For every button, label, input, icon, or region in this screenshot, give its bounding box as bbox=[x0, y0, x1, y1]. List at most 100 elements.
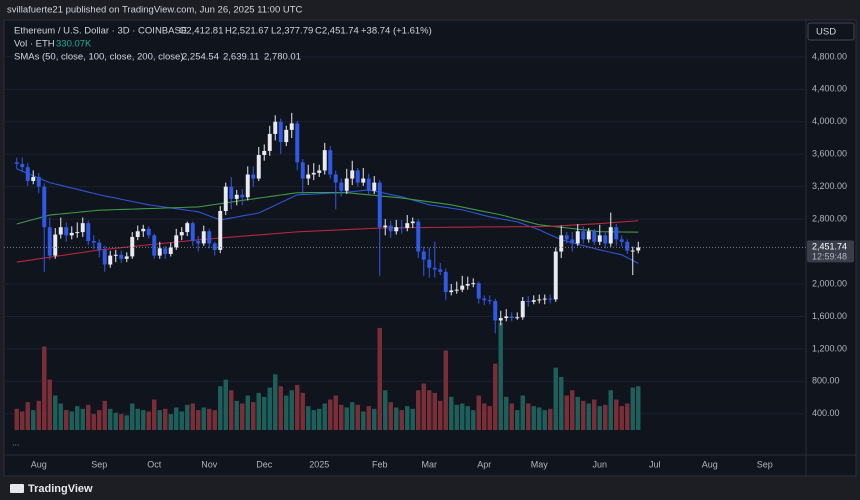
volume-bar bbox=[201, 407, 206, 430]
y-tick-label: 400.00 bbox=[812, 408, 840, 418]
candle-body bbox=[174, 235, 179, 248]
more-menu[interactable]: ... bbox=[12, 437, 20, 447]
candle-body bbox=[284, 129, 289, 143]
candle-body bbox=[520, 301, 525, 318]
candle-body bbox=[575, 231, 580, 244]
volume-bar bbox=[482, 403, 487, 430]
candle-body bbox=[163, 248, 168, 254]
candle-body bbox=[245, 174, 250, 198]
candle-body bbox=[179, 232, 184, 236]
candle-body bbox=[75, 232, 80, 234]
volume-bar bbox=[223, 379, 228, 430]
sma-legend-value: 2,254.54 bbox=[182, 52, 219, 63]
volume-bar bbox=[135, 408, 140, 430]
volume-bar bbox=[284, 395, 289, 430]
candle-body bbox=[234, 194, 239, 199]
volume-bar bbox=[399, 410, 404, 430]
volume-bar bbox=[273, 374, 278, 430]
candle-body bbox=[47, 227, 52, 256]
volume-bar bbox=[531, 406, 536, 430]
candle-body bbox=[619, 239, 624, 242]
candle-body bbox=[509, 316, 514, 319]
volume-bar bbox=[333, 395, 338, 430]
candle-layer bbox=[14, 112, 641, 334]
candle-body bbox=[553, 251, 558, 300]
candle-body bbox=[421, 251, 426, 260]
volume-bar bbox=[449, 396, 454, 430]
candle-body bbox=[597, 235, 602, 242]
volume-bar bbox=[471, 410, 476, 430]
x-tick-label: Sep bbox=[91, 459, 107, 469]
volume-bar bbox=[86, 404, 91, 430]
candle-body bbox=[394, 227, 399, 232]
candle-body bbox=[636, 247, 641, 251]
candle-body bbox=[515, 317, 520, 319]
volume-bar bbox=[47, 379, 52, 430]
volume-bar bbox=[388, 402, 393, 430]
high-label: H2,521.67 bbox=[225, 26, 269, 37]
volume-bar bbox=[487, 406, 492, 430]
x-tick-label: Dec bbox=[256, 459, 273, 469]
volume-bar bbox=[97, 410, 102, 430]
candle-body bbox=[58, 227, 63, 235]
volume-layer bbox=[14, 322, 641, 430]
candle-body bbox=[339, 182, 344, 191]
volume-bar bbox=[619, 406, 624, 430]
candle-body bbox=[416, 221, 421, 252]
volume-bar bbox=[328, 399, 333, 430]
candle-body bbox=[102, 249, 107, 265]
y-tick-label: 3,200.00 bbox=[812, 181, 847, 191]
candle-body bbox=[42, 186, 47, 228]
x-tick-label: Sep bbox=[757, 459, 773, 469]
volume-bar bbox=[196, 410, 201, 430]
volume-bar bbox=[53, 395, 58, 430]
volume-bar bbox=[410, 408, 415, 430]
candle-body bbox=[201, 231, 206, 244]
volume-bar bbox=[608, 390, 613, 430]
x-tick-label: Nov bbox=[201, 459, 218, 469]
volume-bar bbox=[443, 350, 448, 430]
y-tick-label: 2,000.00 bbox=[812, 278, 847, 288]
volume-bar bbox=[256, 392, 261, 430]
volume-bar bbox=[465, 406, 470, 430]
sma-line bbox=[16, 168, 639, 264]
countdown: 12:59:48 bbox=[812, 252, 847, 262]
volume-bar bbox=[394, 407, 399, 430]
volume-bar bbox=[240, 403, 245, 430]
volume-bar bbox=[64, 410, 69, 430]
volume-bar bbox=[548, 408, 553, 430]
sma-legend-value: 2,639.11 bbox=[223, 52, 259, 63]
x-tick-label: Jul bbox=[649, 459, 661, 469]
candle-body bbox=[377, 182, 382, 228]
candle-body bbox=[86, 223, 91, 242]
sma-legend: SMAs (50, close, 100, close, 200, close) bbox=[14, 52, 184, 63]
volume-bar bbox=[564, 395, 569, 430]
volume-bar bbox=[614, 399, 619, 430]
candle-body bbox=[625, 241, 630, 251]
volume-bar bbox=[163, 408, 168, 430]
candle-body bbox=[482, 298, 487, 301]
candle-body bbox=[124, 256, 129, 259]
open-label: O2,412.81 bbox=[179, 26, 223, 37]
volume-bar bbox=[570, 390, 575, 430]
volume-bar bbox=[20, 411, 25, 430]
candle-body bbox=[559, 235, 564, 252]
volume-bar bbox=[300, 392, 305, 430]
y-tick-label: 1,600.00 bbox=[812, 311, 847, 321]
volume-bar bbox=[130, 403, 135, 430]
currency-box[interactable] bbox=[807, 22, 855, 41]
volume-bar bbox=[174, 407, 179, 430]
volume-bar bbox=[229, 390, 234, 430]
volume-bar bbox=[157, 410, 162, 430]
last-price-box bbox=[807, 240, 854, 263]
currency[interactable]: USD bbox=[816, 27, 836, 38]
volume-bar bbox=[289, 390, 294, 430]
x-tick-label: Apr bbox=[477, 459, 491, 469]
candle-body bbox=[333, 174, 338, 183]
volume-bar bbox=[251, 402, 256, 430]
candle-body bbox=[366, 178, 371, 191]
candle-body bbox=[185, 223, 190, 233]
volume-bar bbox=[75, 406, 80, 430]
low-label: L2,377.79 bbox=[271, 26, 313, 37]
candle-body bbox=[207, 231, 212, 244]
